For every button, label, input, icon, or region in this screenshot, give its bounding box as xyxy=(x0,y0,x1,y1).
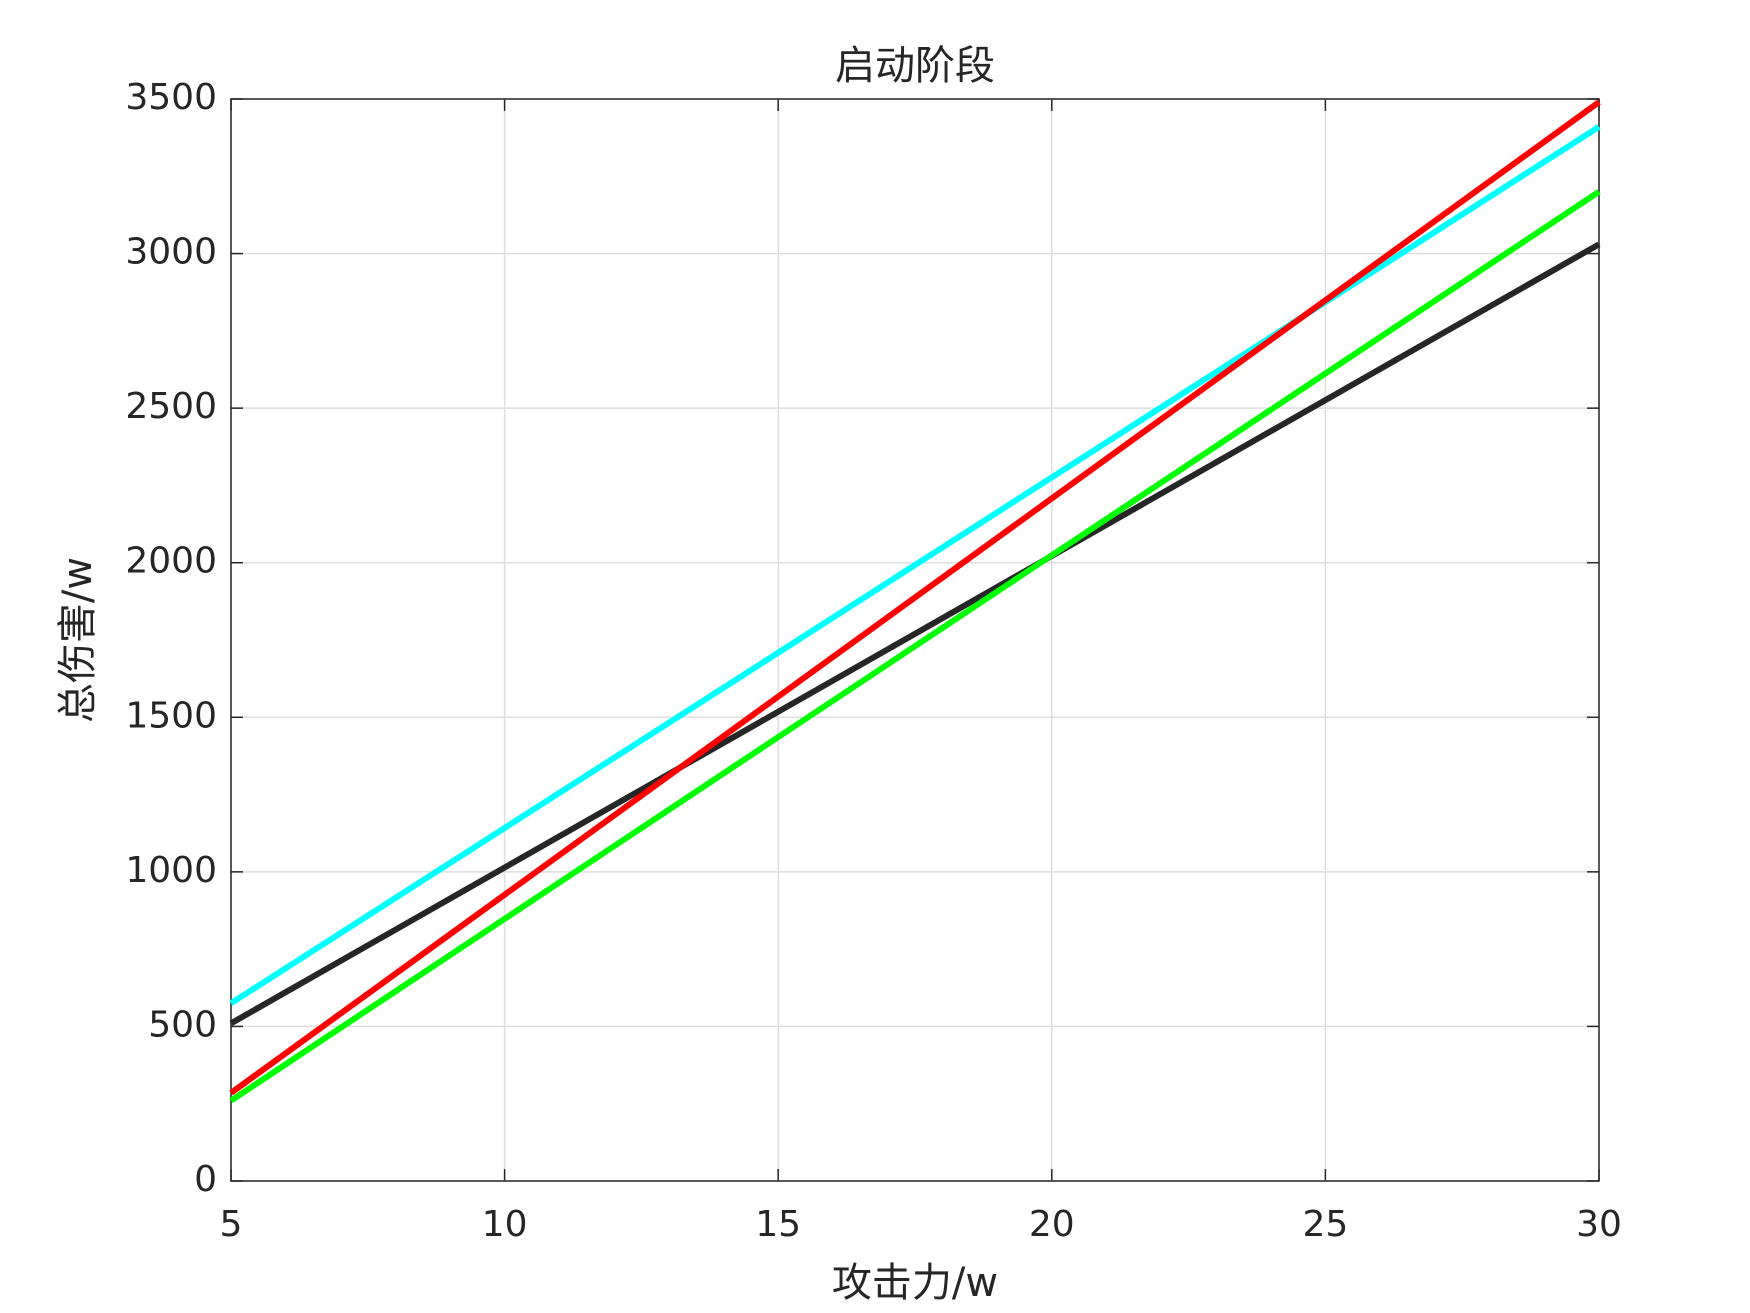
x-tick-label: 30 xyxy=(1576,1204,1622,1245)
y-tick-label: 2500 xyxy=(125,386,217,427)
y-axis-label: 总伤害/w xyxy=(55,557,101,723)
chart-title: 启动阶段 xyxy=(835,43,995,89)
y-tick-label: 500 xyxy=(148,1004,217,1045)
data-line xyxy=(229,241,1601,1026)
data-line xyxy=(229,99,1601,1096)
y-tick-label: 0 xyxy=(194,1159,217,1200)
data-line xyxy=(229,124,1601,1006)
x-tick-label: 10 xyxy=(482,1204,528,1245)
x-axis-label: 攻击力/w xyxy=(832,1260,998,1306)
plot-frame xyxy=(230,98,1600,1182)
x-tick-label: 15 xyxy=(755,1204,801,1245)
y-tick-label: 3000 xyxy=(125,232,217,273)
x-tick-label: 25 xyxy=(1302,1204,1348,1245)
y-tick-label: 1000 xyxy=(125,850,217,891)
x-tick-label: 20 xyxy=(1029,1204,1075,1245)
y-tick-label: 3500 xyxy=(125,77,217,118)
y-tick-label: 1500 xyxy=(125,695,217,736)
x-tick-label: 5 xyxy=(220,1204,243,1245)
data-line xyxy=(229,189,1601,1104)
y-tick-label: 2000 xyxy=(125,541,217,582)
